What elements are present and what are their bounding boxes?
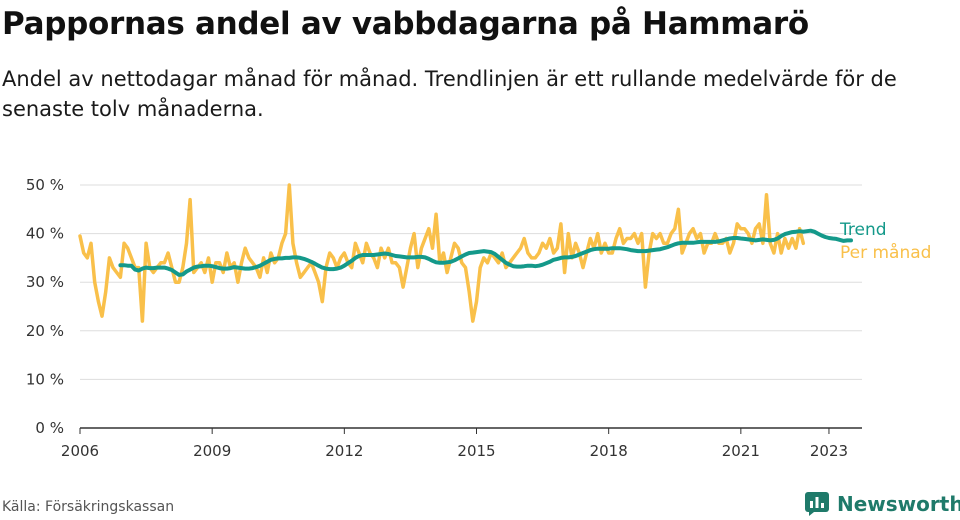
series-lines — [78, 183, 853, 323]
x-tick-label: 2012 — [325, 442, 363, 460]
x-tick-label: 2018 — [590, 442, 628, 460]
y-tick-label: 10 % — [26, 370, 64, 388]
y-axis-ticks: 0 % 10 % 20 % 30 % 40 % 50 % — [26, 176, 64, 437]
grid-lines — [80, 184, 862, 380]
monthly-line — [78, 183, 806, 323]
chart-subtitle: Andel av nettodagar månad för månad. Tre… — [2, 67, 897, 121]
x-tick-label: 2006 — [61, 442, 99, 460]
trend-line — [118, 228, 853, 277]
x-tick-label: 2015 — [457, 442, 495, 460]
y-tick-label: 0 % — [35, 419, 64, 437]
x-tick-label: 2009 — [193, 442, 231, 460]
brand-logo[interactable]: Newsworthy — [805, 490, 960, 518]
x-tick-label: 2021 — [722, 442, 760, 460]
line-chart: 0 % 10 % 20 % 30 % 40 % 50 % 2006 2009 2012 2015… — [26, 176, 932, 460]
y-tick-label: 40 % — [26, 225, 64, 243]
source-note: Källa: Försäkringskassan — [2, 499, 175, 515]
y-tick-label: 20 % — [26, 322, 64, 340]
monthly-label: Per månad — [840, 242, 931, 263]
y-tick-label: 30 % — [26, 273, 64, 291]
newsworthy-logo-icon — [805, 492, 829, 516]
chart-title: Pappornas andel av vabbdagarna på Hammar… — [2, 6, 809, 42]
trend-label: Trend — [839, 220, 887, 240]
brand-name: Newsworthy — [837, 492, 960, 516]
y-tick-label: 50 % — [26, 176, 64, 194]
x-tick-label: 2023 — [810, 442, 848, 460]
x-axis: 2006 2009 2012 2015 2018 2021 2023 — [61, 427, 862, 460]
